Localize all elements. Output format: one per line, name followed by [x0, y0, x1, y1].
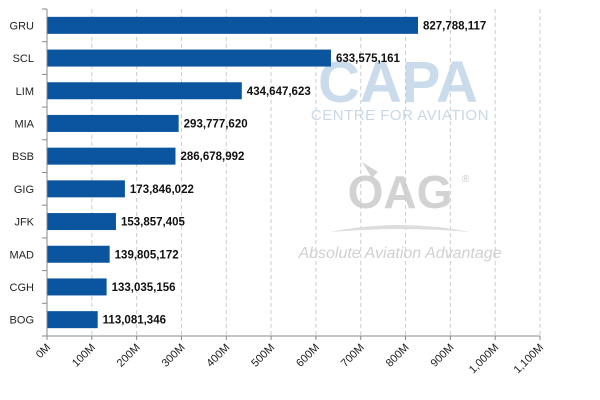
- value-label: 153,857,405: [121, 217, 186, 229]
- value-label: 293,777,620: [184, 118, 248, 130]
- bar-cgh: [47, 278, 107, 296]
- oag-underline-swoosh-icon: [330, 225, 470, 232]
- bars: GRU 827,788,117 SCL 633,575,161 LIM 434,647,6…: [10, 16, 486, 329]
- value-label: 113,081,346: [103, 315, 166, 327]
- x-tick-label: 900M: [429, 342, 457, 370]
- bar-jfk: [47, 213, 116, 231]
- value-label: 633,575,161: [336, 53, 401, 65]
- bar-lim: [47, 82, 242, 100]
- oag-registered-mark: ®: [462, 174, 470, 185]
- category-label: MIA: [14, 118, 34, 130]
- x-tick-label: 0M: [34, 342, 53, 361]
- x-tick-label: 400M: [204, 342, 232, 370]
- bar-bsb: [47, 147, 176, 165]
- value-label: 827,788,117: [423, 20, 486, 32]
- x-tick-label: 100M: [70, 342, 98, 370]
- category-label: GRU: [10, 20, 35, 32]
- grid: [91, 9, 541, 336]
- category-label: MAD: [10, 249, 35, 261]
- x-tick-label: 700M: [339, 342, 367, 370]
- x-tick-label: 800M: [384, 342, 412, 370]
- oag-swoosh-icon: [362, 162, 378, 178]
- x-tick-label: 500M: [249, 342, 277, 370]
- bar-gig: [47, 180, 125, 198]
- category-label: BOG: [10, 315, 34, 327]
- value-label: 173,846,022: [130, 184, 194, 196]
- oag-tagline-watermark: Absolute Aviation Advantage: [297, 245, 501, 262]
- capa-watermark-subtitle: CENTRE FOR AVIATION: [311, 107, 489, 124]
- value-label: 133,035,156: [112, 282, 176, 294]
- x-tick-label: 200M: [115, 342, 143, 370]
- value-label: 286,678,992: [180, 151, 244, 163]
- oag-watermark: OAG: [348, 166, 453, 218]
- bar-mia: [47, 114, 179, 132]
- x-tick-label: 300M: [160, 342, 188, 370]
- category-label: BSB: [12, 151, 34, 163]
- category-label: LIM: [16, 86, 34, 98]
- bar-gru: [47, 16, 418, 34]
- bar-bog: [47, 311, 98, 329]
- category-label: SCL: [13, 53, 34, 65]
- watermarks: CAPA CENTRE FOR AVIATION OAG ® Absolute …: [297, 50, 501, 262]
- category-label: CGH: [10, 282, 35, 294]
- category-label: GIG: [14, 184, 34, 196]
- bar-mad: [47, 245, 110, 263]
- x-tick-label: 1,000M: [467, 342, 501, 376]
- value-label: 434,647,623: [247, 86, 311, 98]
- x-tick-label: 600M: [294, 342, 322, 370]
- capa-watermark: CAPA: [318, 50, 478, 115]
- bar-scl: [47, 49, 331, 67]
- category-label: JFK: [14, 217, 34, 229]
- x-tick-label: 1,100M: [512, 342, 546, 376]
- value-label: 139,805,172: [115, 249, 179, 261]
